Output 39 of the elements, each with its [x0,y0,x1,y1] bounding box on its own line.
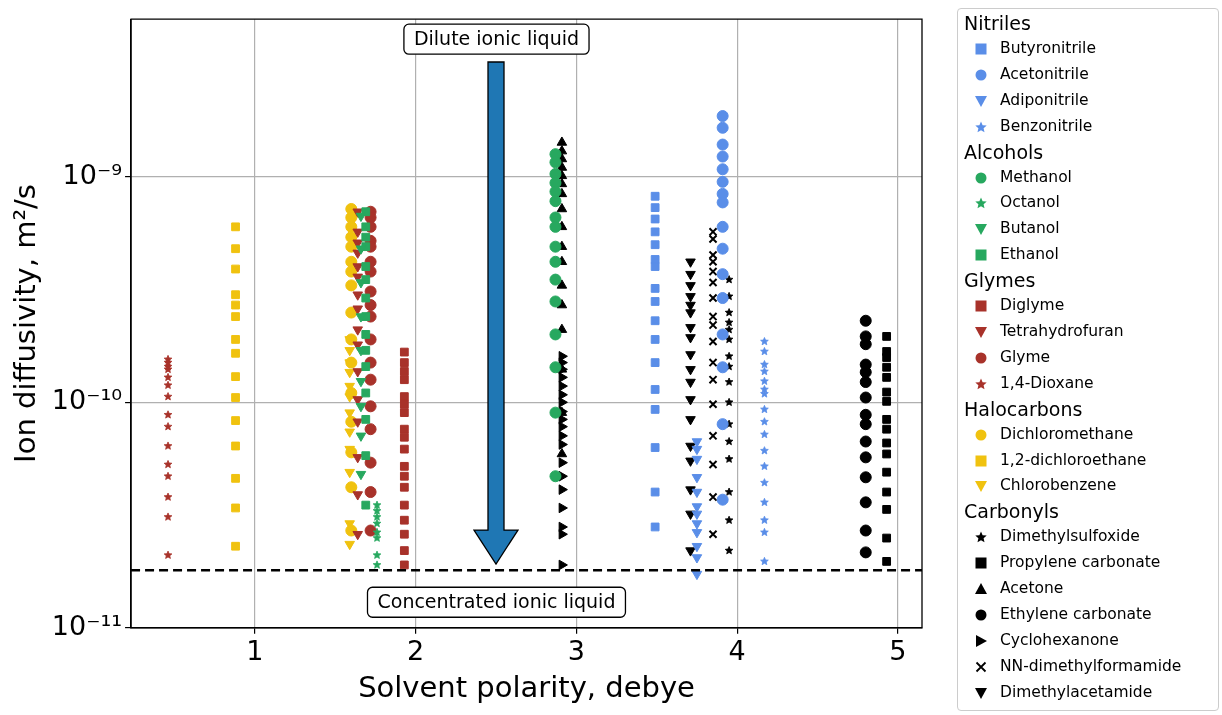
y-tick-label: 10⁻¹⁰ [51,384,123,416]
x-tick-label: 1 [246,635,264,667]
legend-label: Cyclohexanone [1000,629,1119,651]
legend-label: 1,2-dichloroethane [1000,449,1147,471]
legend-label: Butanol [1000,218,1060,240]
y-tick-label: 10⁻⁹ [62,158,123,190]
annotation: Concentrated ionic liquid [377,590,616,613]
legend-label: Glyme [1000,346,1051,368]
legend-label: Dimethylacetamide [1000,681,1153,703]
legend-label: 1,4-Dioxane [1000,372,1094,394]
legend-label: Butyronitrile [1000,38,1096,59]
legend-label: Benzonitrile [1000,115,1093,137]
legend-label: Diglyme [1000,295,1065,317]
legend-label: Ethanol [1000,244,1059,266]
legend-label: Propylene carbonate [1000,552,1161,574]
legend-label: Acetone [1000,578,1064,600]
x-tick-label: 5 [889,635,907,667]
x-axis-title: Solvent polarity, debye [358,670,695,705]
text: Halocarbons [964,396,1084,422]
legend-label: Adiponitrile [1000,89,1089,111]
y-axis-title: Ion diffusivity, m²/s [7,184,42,463]
legend-label: Octanol [1000,192,1060,214]
text: Nitriles [964,11,1032,36]
text: Alcohols [964,139,1045,165]
text: Carbonyls [964,499,1060,525]
x-tick-label: 4 [728,635,746,667]
legend-label: Tetrahydrofuran [1000,321,1124,342]
text: Glymes [964,268,1037,294]
legend-label: Dimethylsulfoxide [1000,526,1140,548]
x-tick-label: 2 [407,635,425,667]
legend-label: Dichloromethane [1000,423,1134,445]
legend-label: Chlorobenzene [1000,475,1117,497]
legend-label: Ethylene carbonate [1000,604,1152,626]
legend-label: NN-dimethylformamide [1000,655,1182,677]
x-tick-label: 3 [567,635,585,667]
legend-label: Methanol [1000,166,1072,188]
y-tick-label: 10⁻¹¹ [51,609,123,641]
annotation: Dilute ionic liquid [413,27,580,50]
legend-label: Acetonitrile [1000,63,1089,85]
